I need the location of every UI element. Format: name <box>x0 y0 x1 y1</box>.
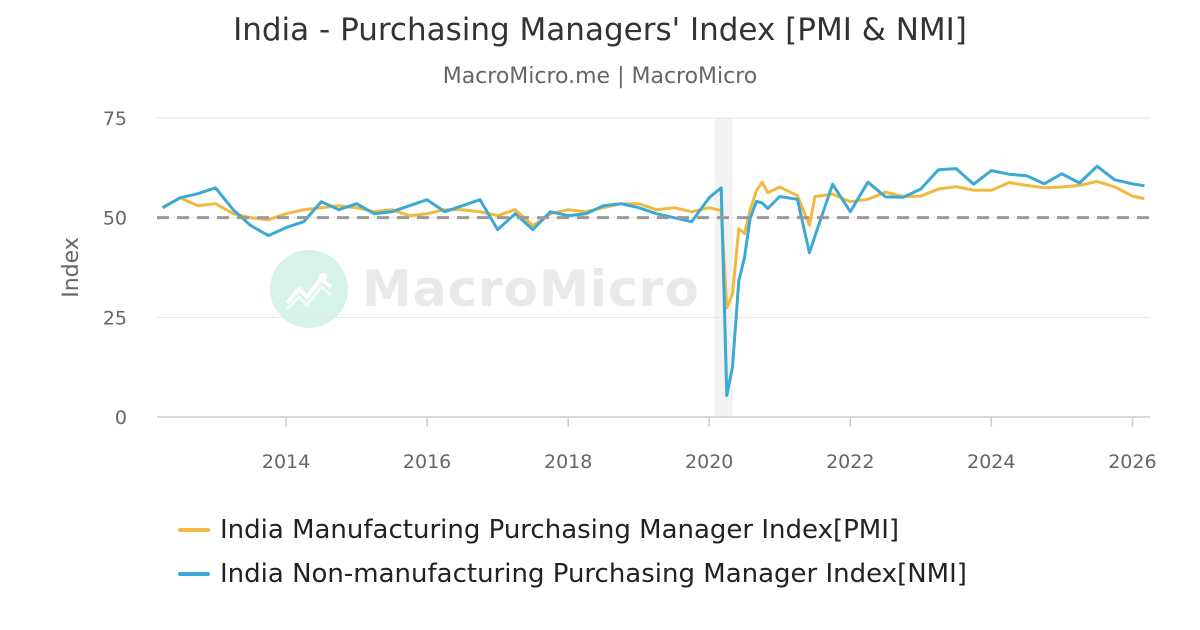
chart-trend-icon <box>270 250 348 328</box>
legend-label-pmi: India Manufacturing Purchasing Manager I… <box>220 515 900 545</box>
watermark: MacroMicro <box>270 250 700 328</box>
y-axis-title: Index <box>59 237 84 298</box>
x-tick-label: 2020 <box>685 451 733 473</box>
y-tick-label: 75 <box>103 108 127 130</box>
y-tick-label: 50 <box>103 208 127 230</box>
x-tick-label: 2016 <box>403 451 451 473</box>
series-line-nmi <box>161 164 1145 397</box>
watermark-text: MacroMicro <box>362 260 700 318</box>
x-tick-label: 2026 <box>1108 451 1156 473</box>
legend-item-nmi[interactable]: India Non-manufacturing Purchasing Manag… <box>178 552 967 596</box>
x-tick-label: 2022 <box>826 451 874 473</box>
legend-swatch-pmi <box>178 528 210 532</box>
chart-title: India - Purchasing Managers' Index [PMI … <box>233 12 967 48</box>
chart-subtitle: MacroMicro.me | MacroMicro <box>442 64 758 89</box>
legend: India Manufacturing Purchasing Manager I… <box>178 508 967 596</box>
y-tick-label: 25 <box>103 307 127 329</box>
x-tick-label: 2018 <box>544 451 592 473</box>
x-tick-label: 2014 <box>262 451 310 473</box>
y-tick-label: 0 <box>115 407 127 429</box>
legend-item-pmi[interactable]: India Manufacturing Purchasing Manager I… <box>178 508 967 552</box>
legend-swatch-nmi <box>178 572 210 576</box>
series-line-pmi <box>161 179 1145 310</box>
x-tick-label: 2024 <box>967 451 1015 473</box>
legend-label-nmi: India Non-manufacturing Purchasing Manag… <box>220 559 967 589</box>
